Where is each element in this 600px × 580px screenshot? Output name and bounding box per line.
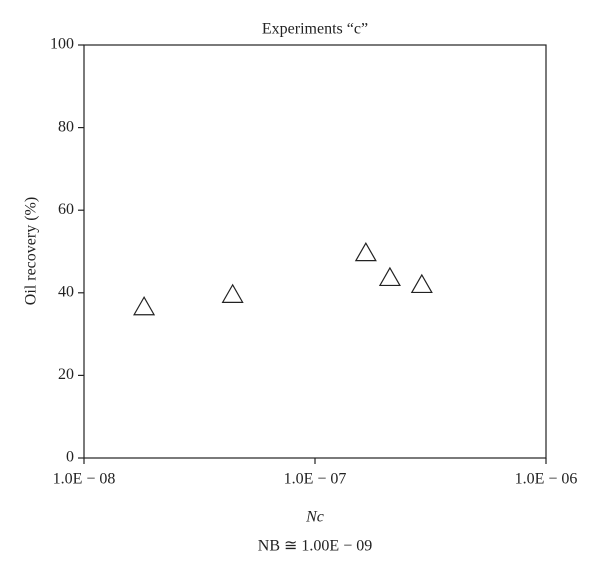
point [221,283,244,303]
point [410,273,433,294]
point [378,266,401,287]
y-tick-label: 20 [58,366,74,383]
point [133,296,156,316]
y-axis-label: Oil recovery (%) [23,197,40,305]
x-tick-label: 1.0E − 06 [515,471,578,488]
annotation: NB ≅ 1.00E − 09 [258,538,372,555]
y-tick-label: 80 [58,118,74,135]
x-tick-label: 1.0E − 08 [53,471,116,488]
x-tick-label: 1.0E − 07 [284,471,347,488]
x-axis-label: Nc [305,509,324,526]
y-tick-label: 60 [58,201,74,218]
y-tick-label: 40 [58,283,74,300]
plot-frame [83,44,547,459]
chart-title: Experiments “c” [262,21,368,38]
y-tick-label: 100 [50,36,74,53]
point [354,241,377,262]
y-tick-label: 0 [66,449,74,466]
